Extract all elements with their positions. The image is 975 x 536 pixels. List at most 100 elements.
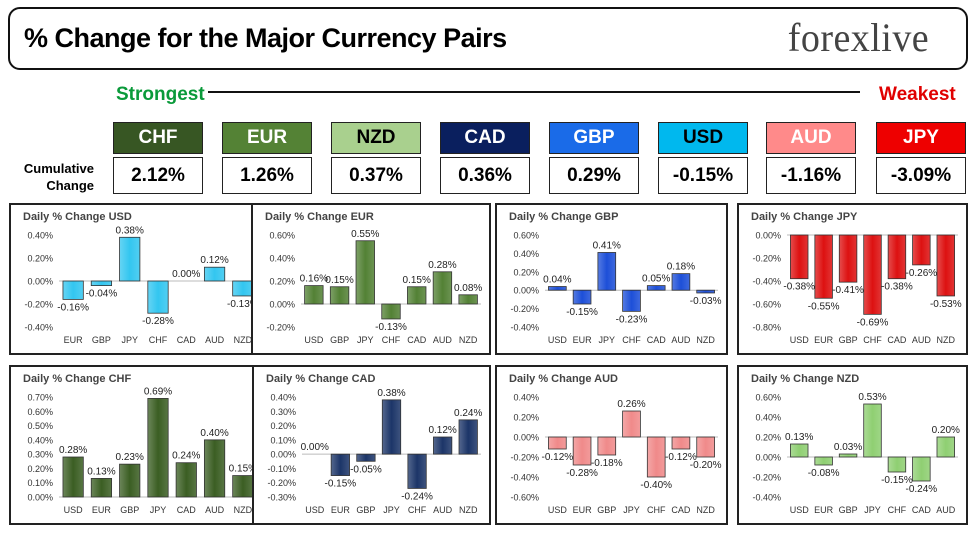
data-label-usd: 0.00% bbox=[301, 442, 329, 453]
ytick-label: 0.20% bbox=[513, 267, 539, 277]
category-label-eur: EUR bbox=[64, 335, 84, 345]
data-label-aud: 0.18% bbox=[667, 262, 695, 273]
data-label-jpy: 0.26% bbox=[617, 399, 645, 410]
category-label-aud: AUD bbox=[205, 505, 225, 515]
ytick-label: 0.10% bbox=[27, 478, 53, 488]
ccy-header-usd: USD bbox=[658, 122, 748, 154]
category-label-cad: CAD bbox=[887, 335, 907, 345]
bar-eur bbox=[814, 234, 833, 299]
bar-nzd bbox=[232, 280, 254, 297]
ytick-label: 0.20% bbox=[270, 421, 296, 431]
data-label-eur: -0.55% bbox=[808, 301, 840, 312]
bar-aud bbox=[203, 439, 226, 498]
daily-change-aud-panel: Daily % Change AUD 0.40% 0.20% 0.00% -0.20% -… bbox=[495, 365, 728, 525]
category-label-aud: AUD bbox=[936, 505, 956, 515]
bar-eur bbox=[330, 453, 350, 476]
data-label-usd: 0.04% bbox=[543, 275, 571, 286]
data-label-jpy: 0.41% bbox=[593, 240, 621, 251]
bar-jpy bbox=[119, 236, 141, 282]
data-label-jpy: 0.69% bbox=[144, 386, 172, 397]
data-label-jpy: 0.38% bbox=[377, 388, 405, 399]
ytick-label: 0.60% bbox=[513, 231, 539, 241]
bar-usd bbox=[304, 285, 324, 305]
data-label-aud: -0.26% bbox=[906, 268, 938, 279]
ytick-label: 0.30% bbox=[270, 407, 296, 417]
data-label-eur: -0.15% bbox=[325, 479, 357, 490]
data-label-cad: -0.24% bbox=[906, 484, 938, 495]
ytick-label: -0.40% bbox=[510, 323, 539, 333]
cumulative-change-label: Cumulative Change bbox=[23, 161, 94, 193]
ytick-label: 0.40% bbox=[513, 249, 539, 259]
bar-eur bbox=[62, 280, 84, 300]
forexlive-logo: forexlive bbox=[784, 14, 933, 61]
category-label-cad: CAD bbox=[647, 335, 667, 345]
bar-nzd bbox=[696, 436, 715, 458]
bar-gbp bbox=[838, 453, 858, 458]
daily-change-usd-panel: Daily % Change USD 0.40% 0.20% 0.00% -0.20% -… bbox=[9, 203, 267, 355]
category-label-cad: CAD bbox=[912, 505, 932, 515]
ytick-label: -0.20% bbox=[752, 254, 781, 264]
bar-aud bbox=[432, 271, 453, 305]
ytick-label: 0.00% bbox=[513, 286, 539, 296]
daily-change-nzd-title: Daily % Change NZD bbox=[751, 373, 860, 385]
page-title: % Change for the Major Currency Pairs bbox=[24, 23, 507, 53]
data-label-chf: -0.28% bbox=[142, 316, 174, 327]
daily-change-eur-title: Daily % Change EUR bbox=[265, 211, 374, 223]
bar-jpy bbox=[622, 410, 641, 438]
ytick-label: 0.20% bbox=[27, 464, 53, 474]
data-label-nzd: 0.08% bbox=[454, 283, 482, 294]
category-label-chf: CHF bbox=[408, 505, 427, 515]
category-label-gbp: GBP bbox=[839, 505, 858, 515]
category-label-nzd: NZD bbox=[459, 335, 478, 345]
bar-cad bbox=[407, 286, 427, 305]
data-label-nzd: -0.03% bbox=[690, 296, 722, 307]
bar-chf bbox=[887, 456, 907, 473]
category-label-gbp: GBP bbox=[120, 505, 139, 515]
category-label-chf: CHF bbox=[888, 505, 907, 515]
bar-gbp bbox=[356, 453, 376, 462]
bar-gbp bbox=[597, 436, 617, 456]
bar-aud bbox=[912, 234, 931, 266]
data-label-jpy: 0.55% bbox=[351, 229, 379, 240]
data-label-eur: 0.13% bbox=[87, 466, 115, 477]
category-label-nzd: NZD bbox=[459, 505, 478, 515]
ccy-value-usd: -0.15% bbox=[658, 157, 748, 194]
daily-change-eur-svg: 0.60% 0.40% 0.20% 0.00% -0.20% 0.16% USD 0.15% G… bbox=[266, 229, 482, 345]
data-label-chf: -0.15% bbox=[881, 475, 913, 486]
daily-change-cad-svg: 0.40% 0.30% 0.20% 0.10% 0.00% -0.10% -0.20% -0.… bbox=[267, 388, 482, 515]
ccy-header-chf: CHF bbox=[113, 122, 203, 154]
strength-arrow-line bbox=[208, 91, 860, 93]
daily-change-cad-panel: Daily % Change CAD 0.40% 0.30% 0.20% 0.10% 0.… bbox=[252, 365, 491, 525]
ytick-label: 0.20% bbox=[27, 254, 53, 264]
category-label-chf: CHF bbox=[149, 335, 168, 345]
bar-jpy bbox=[147, 398, 169, 498]
ccy-header-cad: CAD bbox=[440, 122, 530, 154]
bar-cad bbox=[646, 285, 666, 291]
category-label-gbp: GBP bbox=[597, 505, 616, 515]
data-label-gbp: -0.04% bbox=[86, 289, 118, 300]
ccy-value-nzd: 0.37% bbox=[331, 157, 421, 194]
ytick-label: 0.00% bbox=[270, 450, 296, 460]
ccy-header-gbp: GBP bbox=[549, 122, 639, 154]
ytick-label: 0.00% bbox=[27, 493, 53, 503]
data-label-gbp: 0.03% bbox=[834, 442, 862, 453]
ytick-label: 0.20% bbox=[755, 433, 781, 443]
ccy-value-gbp: 0.29% bbox=[549, 157, 639, 194]
data-label-aud: 0.12% bbox=[428, 425, 456, 436]
data-label-chf: -0.24% bbox=[401, 491, 433, 502]
bar-jpy bbox=[381, 399, 402, 455]
daily-change-aud-title: Daily % Change AUD bbox=[509, 373, 619, 385]
category-label-jpy: JPY bbox=[599, 335, 616, 345]
category-label-jpy: JPY bbox=[150, 505, 167, 515]
ytick-label: -0.40% bbox=[24, 323, 53, 333]
category-label-jpy: JPY bbox=[357, 335, 374, 345]
ytick-label: 0.00% bbox=[27, 277, 53, 287]
bar-nzd bbox=[936, 234, 955, 297]
data-label-cad: -0.38% bbox=[881, 282, 913, 293]
bar-aud bbox=[433, 436, 453, 455]
daily-change-jpy-svg: 0.00% -0.20% -0.40% -0.60% -0.80% -0.38% USD -0… bbox=[752, 231, 961, 346]
data-label-usd: 0.16% bbox=[300, 274, 328, 285]
ccy-value-chf: 2.12% bbox=[113, 157, 203, 194]
ytick-label: 0.40% bbox=[270, 393, 296, 403]
data-label-gbp: 0.15% bbox=[325, 275, 353, 286]
